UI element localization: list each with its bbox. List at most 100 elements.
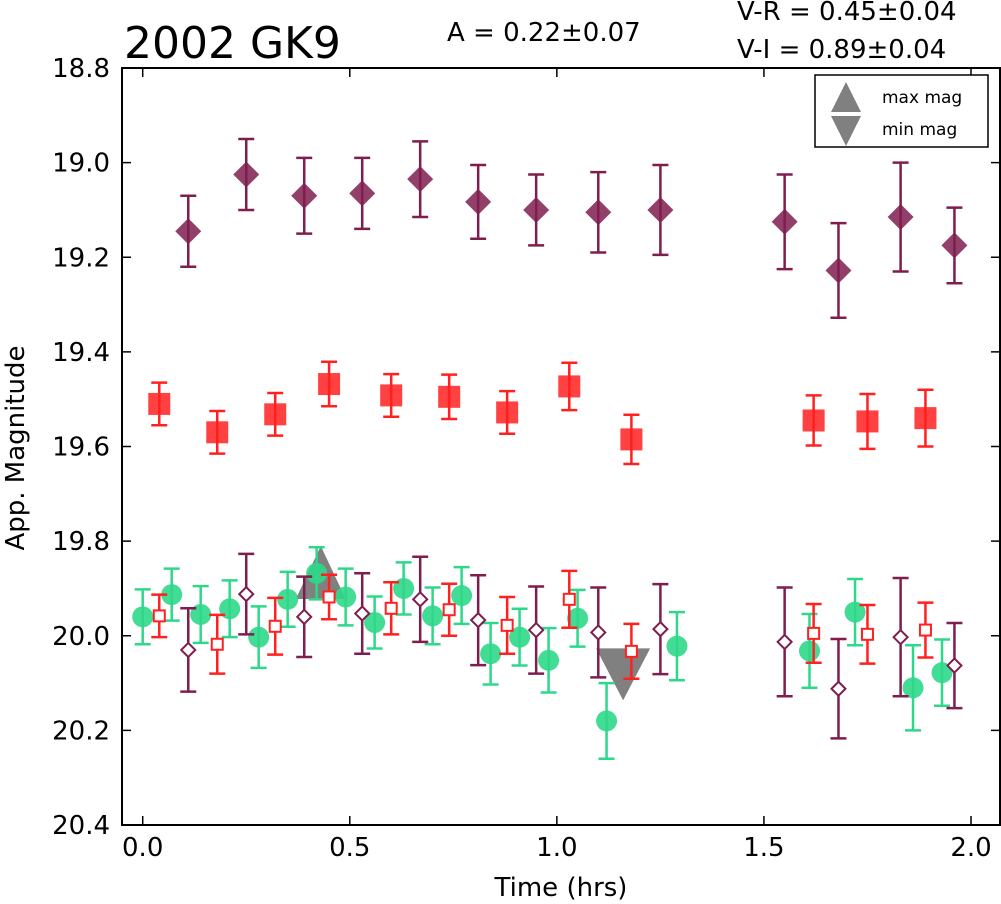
series-r — [148, 360, 937, 466]
marker-open-square — [918, 623, 932, 637]
marker-diamond — [585, 199, 612, 226]
series-i-v — [179, 552, 963, 740]
data-point — [844, 577, 866, 647]
marker-diamond — [175, 218, 202, 245]
data-point — [914, 388, 937, 448]
marker-diamond — [887, 204, 914, 231]
data-point — [451, 565, 473, 626]
marker-square — [380, 384, 403, 407]
legend-min-mag-label: min mag — [882, 120, 957, 140]
data-point — [335, 567, 357, 627]
marker-circle — [931, 662, 953, 684]
marker-circle — [596, 710, 618, 732]
data-point — [830, 637, 847, 740]
marker-open-square — [442, 603, 456, 617]
y-axis-label: App. Magnitude — [1, 345, 31, 550]
marker-circle — [277, 588, 299, 610]
data-point — [561, 569, 578, 629]
marker-open-diamond — [946, 657, 963, 674]
marker-circle — [567, 607, 589, 629]
marker-circle — [132, 606, 154, 628]
marker-square — [264, 403, 287, 426]
vi-color-annotation: V-I = 0.89±0.04 — [737, 35, 946, 65]
data-point — [318, 360, 341, 408]
marker-circle — [666, 635, 688, 657]
data-point — [776, 586, 794, 698]
y-tick-label: 19.6 — [52, 433, 110, 463]
x-tick-label: 1.5 — [743, 833, 784, 863]
data-point — [802, 394, 825, 447]
marker-circle — [451, 585, 473, 607]
marker-diamond — [349, 180, 376, 207]
data-point — [480, 621, 502, 686]
data-point — [798, 612, 820, 690]
data-point — [353, 572, 371, 655]
marker-open-square — [562, 592, 576, 606]
data-point — [805, 602, 822, 664]
y-tick-label: 19.4 — [52, 338, 110, 368]
data-point — [946, 621, 963, 710]
data-point — [887, 161, 914, 273]
marker-square — [856, 410, 879, 433]
amplitude-annotation: A = 0.22±0.07 — [447, 18, 641, 48]
plot-data-layer — [132, 137, 968, 761]
data-point — [277, 570, 299, 629]
data-point — [496, 389, 519, 435]
marker-open-diamond — [237, 585, 255, 603]
data-point — [585, 170, 612, 254]
data-point — [620, 413, 643, 466]
legend-max-mag-marker — [831, 82, 861, 112]
data-point — [931, 638, 953, 708]
data-point — [509, 607, 531, 667]
marker-circle — [480, 643, 502, 665]
marker-open-diamond — [353, 605, 371, 622]
marker-circle — [364, 612, 386, 634]
data-point — [321, 573, 338, 621]
marker-square — [206, 421, 229, 444]
marker-square — [438, 385, 461, 408]
data-point — [132, 588, 154, 646]
y-tick-label: 20.0 — [52, 622, 110, 652]
data-point — [917, 601, 934, 659]
legend-max-mag-label: max mag — [882, 88, 962, 108]
chart-title: 2002 GK9 — [124, 18, 341, 69]
vr-color-annotation: V-R = 0.45±0.04 — [737, 0, 957, 27]
marker-open-square — [860, 627, 874, 641]
data-point — [902, 643, 924, 732]
data-point — [175, 194, 202, 268]
x-axis-label: Time (hrs) — [494, 873, 628, 903]
marker-diamond — [233, 161, 260, 188]
y-tick-label: 19.0 — [52, 149, 110, 179]
series-i — [175, 137, 968, 320]
data-point — [623, 622, 640, 681]
y-tick-label: 18.8 — [52, 54, 110, 84]
legend: max mag min mag — [814, 74, 989, 148]
marker-circle — [248, 626, 270, 648]
marker-open-diamond — [179, 641, 197, 659]
data-point — [558, 361, 581, 412]
data-point — [527, 585, 545, 675]
data-point — [306, 546, 328, 601]
marker-diamond — [465, 188, 492, 215]
marker-open-square — [807, 626, 821, 640]
data-point — [771, 173, 798, 271]
marker-square — [558, 375, 581, 398]
data-point — [647, 163, 674, 257]
data-point — [148, 381, 171, 427]
data-point — [941, 206, 968, 285]
marker-open-diamond — [411, 590, 429, 608]
data-point — [596, 681, 618, 761]
marker-open-diamond — [589, 624, 607, 641]
data-point — [161, 567, 183, 622]
marker-square — [318, 373, 341, 396]
marker-open-diamond — [651, 620, 669, 638]
x-tick-label: 2.0 — [950, 833, 991, 863]
data-point — [206, 409, 229, 455]
marker-diamond — [825, 257, 852, 284]
data-point — [666, 610, 688, 682]
marker-circle — [335, 586, 357, 608]
marker-open-diamond — [892, 628, 910, 646]
data-point — [523, 173, 550, 247]
marker-square — [148, 392, 171, 415]
marker-diamond — [291, 182, 318, 209]
